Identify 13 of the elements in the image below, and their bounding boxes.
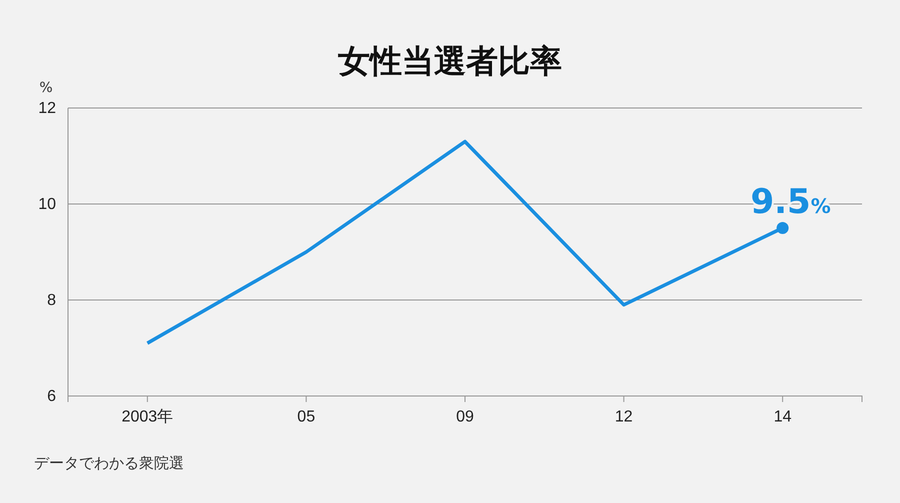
x-tick-label: 2003年 [122,408,174,426]
x-tick-label: 12 [614,408,633,426]
y-axis-title: % [39,80,53,96]
y-tick-label: 6 [47,388,56,406]
y-tick-label: 8 [47,292,56,310]
text: データでわかる衆院選 [34,454,184,472]
y-tick-label: 10 [38,196,56,214]
chart-title: 女性当選者比率 [337,42,562,80]
x-tick-label: 05 [297,408,316,426]
x-tick-label: 14 [774,408,792,426]
y-tick-label: 12 [38,100,56,118]
x-tick-label: 09 [456,408,474,426]
data-label: 9.5% [750,182,831,222]
